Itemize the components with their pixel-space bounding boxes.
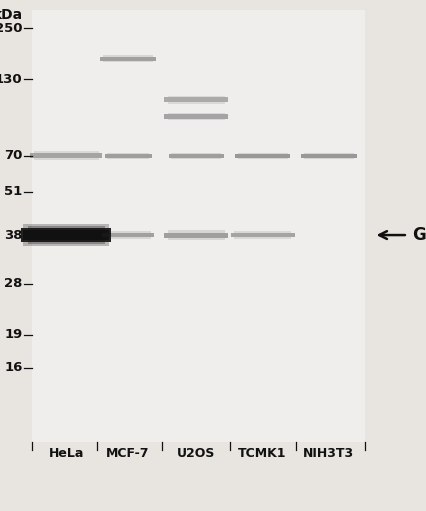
Bar — [167, 102, 225, 104]
Bar — [106, 157, 149, 159]
Bar — [30, 153, 102, 158]
Bar — [230, 233, 294, 237]
Text: NIH3T3: NIH3T3 — [302, 447, 354, 460]
Bar — [23, 230, 109, 240]
Bar — [167, 238, 225, 240]
Bar — [237, 157, 287, 159]
Bar — [164, 114, 228, 119]
Bar — [237, 153, 287, 154]
Bar — [167, 230, 225, 233]
Bar — [300, 154, 356, 157]
Bar — [105, 231, 151, 233]
Bar — [100, 57, 155, 61]
Text: 130: 130 — [0, 73, 23, 86]
Bar — [171, 153, 221, 154]
Bar — [21, 228, 111, 242]
Bar — [23, 224, 109, 228]
Bar — [167, 119, 225, 120]
Text: 38: 38 — [4, 228, 23, 242]
Text: kDa: kDa — [0, 8, 23, 21]
Bar — [233, 237, 291, 239]
Bar — [164, 97, 228, 102]
Bar — [33, 158, 99, 160]
Text: 70: 70 — [4, 149, 23, 162]
Text: 16: 16 — [4, 361, 23, 375]
Bar — [103, 61, 153, 62]
Bar — [303, 157, 353, 159]
Bar — [23, 242, 109, 246]
Bar — [167, 113, 225, 114]
Bar — [32, 10, 364, 442]
Text: TCMK1: TCMK1 — [238, 447, 286, 460]
Text: 28: 28 — [4, 277, 23, 290]
Bar — [105, 237, 151, 239]
Text: MCF-7: MCF-7 — [106, 447, 150, 460]
Bar — [28, 226, 104, 230]
Text: 250: 250 — [0, 21, 23, 35]
Bar — [233, 231, 291, 233]
Text: GOLPH3: GOLPH3 — [411, 226, 426, 244]
Bar — [234, 154, 290, 157]
Bar — [104, 154, 151, 157]
Bar — [164, 233, 228, 238]
Bar — [102, 233, 153, 237]
Bar — [33, 151, 99, 153]
Text: HeLa: HeLa — [49, 447, 83, 460]
Bar — [171, 157, 221, 159]
Bar — [167, 96, 225, 98]
Text: U2OS: U2OS — [177, 447, 215, 460]
Bar — [28, 240, 104, 244]
Bar — [168, 154, 224, 157]
Bar — [106, 153, 149, 154]
Text: 19: 19 — [4, 328, 23, 341]
Text: 51: 51 — [4, 185, 23, 198]
Bar — [103, 55, 153, 57]
Bar — [303, 153, 353, 154]
